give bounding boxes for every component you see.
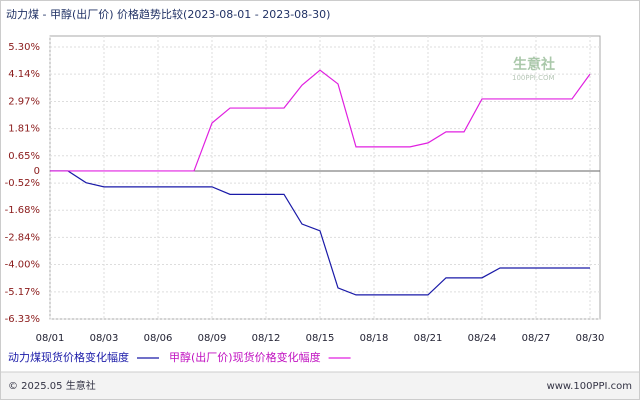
footer-right: www.100PPI.com xyxy=(547,381,632,392)
y-tick-label: -4.00% xyxy=(5,260,40,271)
y-tick-label: 0.65% xyxy=(8,151,40,162)
footer-left: © 2025.05 生意社 xyxy=(8,379,96,392)
x-tick-label: 08/03 xyxy=(90,333,119,344)
x-tick-label: 08/18 xyxy=(360,333,389,344)
x-tick-label: 08/27 xyxy=(522,333,551,344)
footer-band xyxy=(1,372,639,399)
x-tick-label: 08/06 xyxy=(144,333,173,344)
chart-title: 动力煤 - 甲醇(出厂价) 价格趋势比较(2023-08-01 - 2023-0… xyxy=(6,7,330,21)
series-line xyxy=(50,69,591,172)
y-tick-label: -0.52% xyxy=(5,178,40,189)
series-line xyxy=(50,170,590,296)
y-tick-label: -5.17% xyxy=(5,287,40,298)
y-tick-label: 4.14% xyxy=(8,69,40,80)
legend-label: 动力煤现货价格变化幅度 xyxy=(8,350,129,364)
x-tick-label: 08/15 xyxy=(306,333,335,344)
y-tick-label: -6.33% xyxy=(5,314,40,325)
x-tick-label: 08/30 xyxy=(576,333,605,344)
y-tick-label: -1.68% xyxy=(5,205,40,216)
legend-label: 甲醇(出厂价)现货价格变化幅度 xyxy=(169,350,321,364)
y-tick-label: 0 xyxy=(34,166,40,177)
x-tick-label: 08/01 xyxy=(36,333,65,344)
x-tick-label: 08/12 xyxy=(252,333,281,344)
x-tick-label: 08/09 xyxy=(198,333,227,344)
y-tick-label: 5.30% xyxy=(8,42,40,53)
x-tick-label: 08/21 xyxy=(414,333,443,344)
y-tick-label: 2.97% xyxy=(8,96,40,107)
x-tick-label: 08/24 xyxy=(468,333,497,344)
y-tick-label: -2.84% xyxy=(5,232,40,243)
y-tick-label: 1.81% xyxy=(8,124,40,135)
watermark-name: 生意社 xyxy=(513,56,555,73)
watermark-site: 100PPI.COM xyxy=(512,74,555,82)
